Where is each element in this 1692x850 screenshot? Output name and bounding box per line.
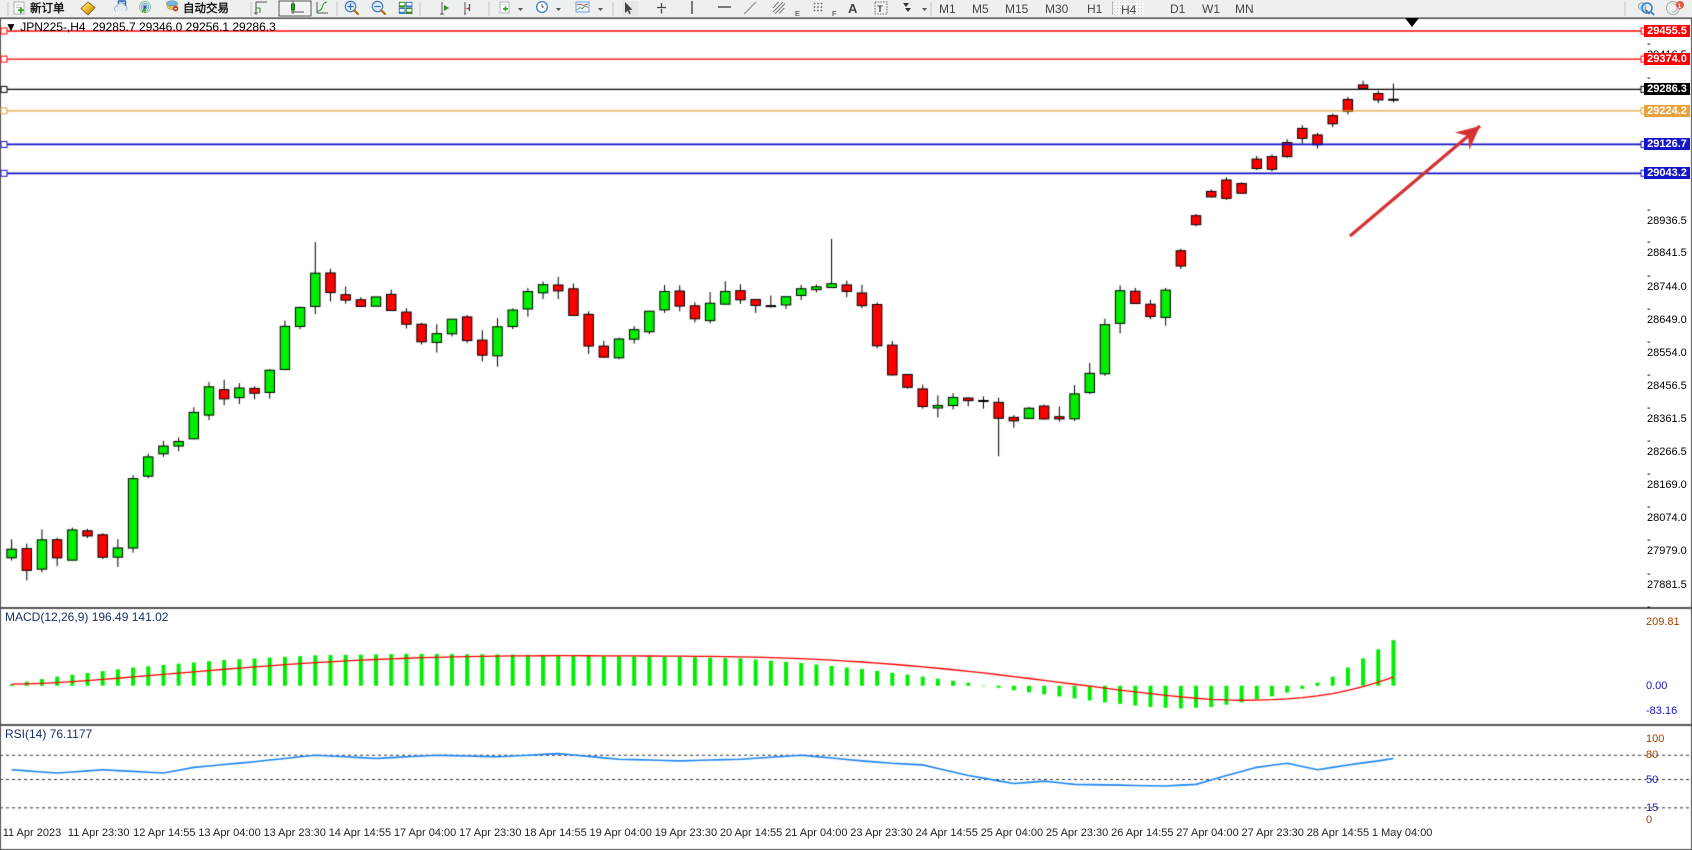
svg-text:F: F — [832, 9, 837, 18]
svg-text:1: 1 — [1678, 3, 1682, 10]
svg-text:A: A — [848, 1, 858, 16]
svg-text:自动交易: 自动交易 — [183, 1, 229, 15]
svg-text:新订单: 新订单 — [30, 1, 65, 15]
svg-text:E: E — [795, 9, 800, 18]
svg-text:T: T — [877, 4, 883, 14]
